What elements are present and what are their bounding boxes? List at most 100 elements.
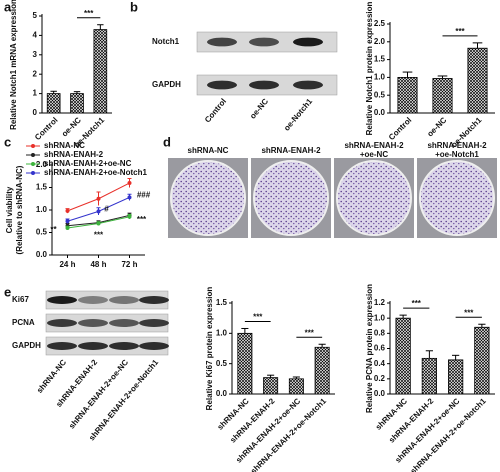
point: [127, 214, 132, 219]
blot-lane-label: oe-Notch1: [282, 96, 314, 132]
point: [96, 221, 101, 226]
blot-lane-label: shRNA-NC: [35, 358, 68, 395]
significance-label: ***: [137, 215, 147, 224]
blot-row-label: GAPDH: [12, 341, 41, 350]
blot-band: [139, 319, 169, 327]
point: [65, 208, 70, 213]
blot-band: [47, 319, 77, 327]
bar: [421, 357, 437, 395]
plate: [170, 160, 246, 236]
blot-band: [78, 319, 108, 327]
y-tick-label: 0.6: [374, 344, 386, 353]
blot-row-label: Ki67: [12, 295, 29, 304]
blot-band: [109, 296, 139, 304]
legend-marker: [31, 153, 35, 157]
significance-label: **: [50, 225, 57, 234]
y-tick-label: 1.5: [374, 55, 386, 64]
blot-band: [47, 342, 77, 350]
plate-label: shRNA-ENAH-2: [344, 141, 404, 150]
blot-row-label: PCNA: [12, 318, 35, 327]
blot-band: [109, 319, 139, 327]
plate: [253, 160, 329, 236]
bar: [448, 359, 464, 395]
x-tick-label: Control: [33, 116, 59, 142]
blot-band: [249, 80, 279, 90]
x-tick-label: 24 h: [59, 260, 75, 269]
y-tick-label: 1.5: [36, 183, 48, 192]
y-tick-label: 1.0: [374, 313, 386, 322]
significance-label: ***: [94, 231, 104, 240]
panel-label: a: [4, 0, 12, 14]
bar: [237, 332, 253, 395]
significance-label: ***: [305, 328, 315, 337]
bar: [395, 317, 411, 395]
bar: [474, 326, 490, 395]
significance-label: ***: [84, 9, 94, 18]
plate-label: +oe-NC: [360, 150, 388, 159]
panel-label: d: [163, 134, 171, 149]
y-tick-label: 1.5: [216, 298, 228, 307]
y-tick-label: 1.0: [36, 205, 48, 214]
blot-band: [207, 37, 237, 47]
blot-lane-label: oe-NC: [248, 97, 270, 121]
legend-label: shRNA-ENAH-2: [44, 150, 104, 159]
legend-marker: [31, 144, 35, 148]
plate-label: shRNA-ENAH-2: [427, 141, 487, 150]
blot-band: [139, 296, 169, 304]
significance-label: ***: [412, 299, 422, 308]
plate-label: +oe-Notch1: [435, 150, 479, 159]
plate: [419, 160, 495, 236]
legend-label: shRNA-NC: [44, 141, 85, 150]
blot-lane-label: Control: [203, 97, 228, 125]
bar: [288, 378, 304, 395]
significance-label: ###: [137, 191, 151, 200]
y-axis-label: Relative PCNA protein expression: [365, 284, 374, 413]
plate: [336, 160, 412, 236]
bar: [70, 93, 84, 114]
x-tick-label: 48 h: [90, 260, 106, 269]
y-tick-label: 0.0: [374, 108, 386, 117]
legend-label: shRNA-ENAH-2+oe-Notch1: [44, 168, 147, 177]
y-tick-label: 1.0: [374, 73, 386, 82]
blot-band: [47, 296, 77, 304]
y-tick-label: 1.0: [216, 328, 228, 337]
bar: [432, 78, 453, 114]
legend-marker: [31, 171, 35, 175]
y-tick-label: 2.0: [36, 160, 48, 169]
panel-label: b: [130, 0, 138, 14]
y-tick-label: 2.0: [374, 37, 386, 46]
y-tick-label: 0.4: [374, 359, 386, 368]
blot-row-label: GAPDH: [152, 80, 181, 89]
blot-band: [293, 80, 323, 90]
panel-label: e: [4, 284, 11, 299]
y-tick-label: 0.0: [36, 250, 48, 259]
blot-band: [109, 342, 139, 350]
x-tick-label: oe-NC: [425, 115, 448, 138]
point: [127, 195, 132, 200]
blot-band: [78, 342, 108, 350]
significance-label: ***: [464, 308, 474, 317]
y-tick-label: 5: [33, 11, 38, 20]
point: [96, 209, 101, 214]
legend-marker: [31, 162, 35, 166]
y-tick-label: 0: [33, 108, 38, 117]
y-tick-label: 0.2: [374, 374, 386, 383]
blot-band: [139, 342, 169, 350]
bar: [46, 93, 61, 114]
blot-band: [78, 296, 108, 304]
bar: [467, 47, 488, 114]
blot-band: [207, 80, 237, 90]
significance-label: ***: [455, 27, 465, 36]
y-tick-label: 2: [33, 69, 38, 78]
bar: [397, 77, 418, 114]
x-tick-label: shRNA-ENAH-2: [228, 396, 277, 445]
plate-label: shRNA-ENAH-2: [261, 146, 321, 155]
y-axis-label: Cell viability: [5, 186, 14, 233]
point: [65, 219, 70, 224]
y-tick-label: 0.5: [216, 359, 228, 368]
blot-lane-label: shRNA-ENAH-2+oe-NC: [67, 358, 130, 431]
y-axis-label: Relative Notch1 protein expression: [365, 1, 374, 135]
bar: [263, 377, 279, 395]
y-tick-label: 3: [33, 50, 38, 59]
y-tick-label: 4: [33, 31, 38, 40]
